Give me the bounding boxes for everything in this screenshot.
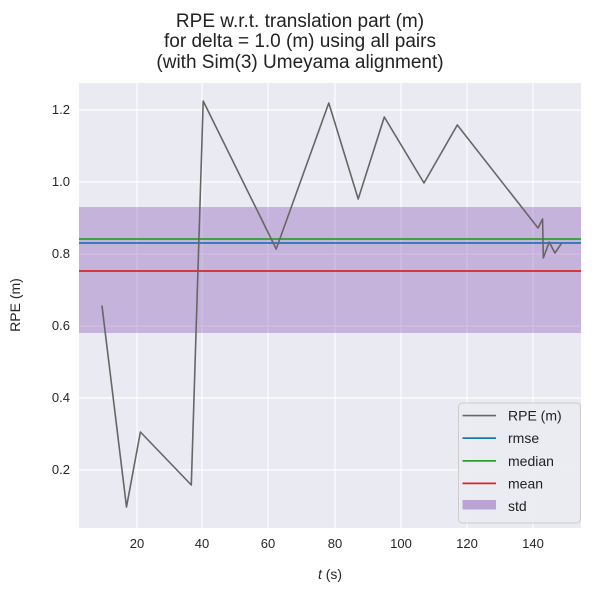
svg-text:std: std bbox=[508, 498, 527, 514]
svg-text:median: median bbox=[508, 453, 554, 469]
svg-text:120: 120 bbox=[456, 536, 478, 551]
svg-text:80: 80 bbox=[328, 536, 342, 551]
svg-text:0.2: 0.2 bbox=[52, 462, 70, 477]
svg-text:60: 60 bbox=[261, 536, 275, 551]
svg-text:0.8: 0.8 bbox=[52, 246, 70, 261]
svg-text:1.0: 1.0 bbox=[52, 174, 70, 189]
svg-text:1.2: 1.2 bbox=[52, 102, 70, 117]
svg-text:mean: mean bbox=[508, 475, 543, 491]
svg-text:RPE (m): RPE (m) bbox=[508, 408, 562, 424]
svg-text:100: 100 bbox=[390, 536, 412, 551]
svg-text:140: 140 bbox=[522, 536, 544, 551]
svg-text:0.6: 0.6 bbox=[52, 318, 70, 333]
svg-text:0.4: 0.4 bbox=[52, 390, 70, 405]
svg-text:t (s): t (s) bbox=[318, 566, 342, 582]
svg-text:RPE (m): RPE (m) bbox=[7, 278, 23, 332]
svg-text:rmse: rmse bbox=[508, 430, 539, 446]
svg-text:40: 40 bbox=[195, 536, 209, 551]
svg-text:20: 20 bbox=[130, 536, 144, 551]
